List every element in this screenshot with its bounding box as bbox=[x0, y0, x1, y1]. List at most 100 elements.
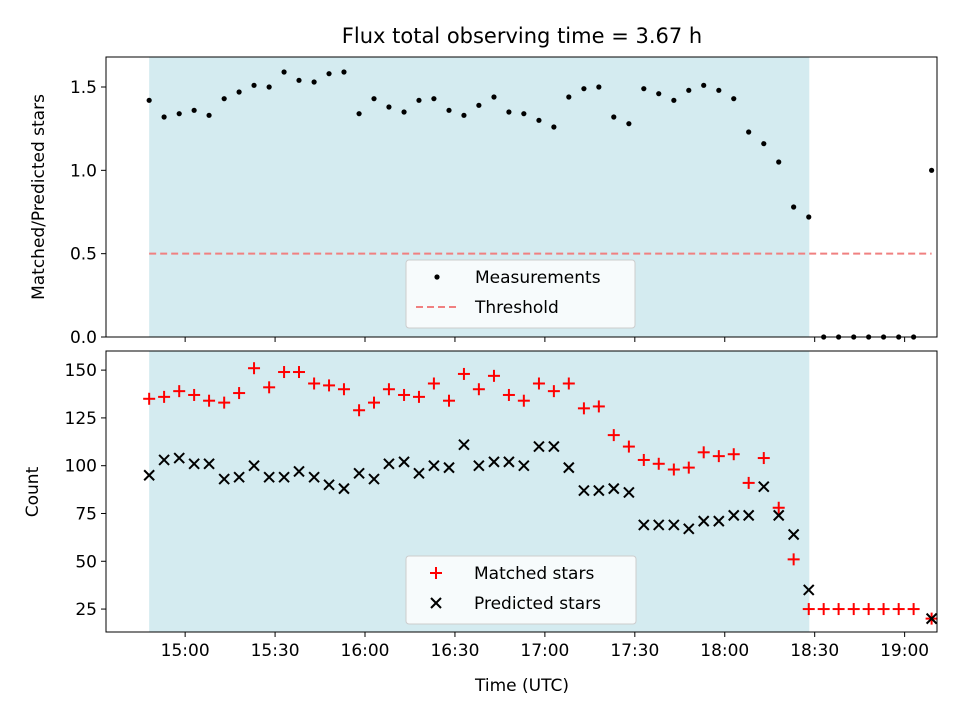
matched-star-point bbox=[398, 388, 411, 401]
x-axis-label: Time (UTC) bbox=[474, 676, 569, 696]
predicted-star-point bbox=[758, 481, 770, 493]
matched-star-point bbox=[682, 461, 695, 474]
matched-star-point bbox=[412, 390, 425, 403]
matched-star-point bbox=[892, 603, 905, 616]
matched-star-point bbox=[457, 367, 470, 380]
matched-star-point bbox=[817, 603, 830, 616]
matched-star-point bbox=[727, 448, 740, 461]
matched-star-point bbox=[577, 402, 590, 415]
matched-star-point bbox=[443, 394, 456, 407]
top-ylabel: Matched/Predicted stars bbox=[29, 94, 49, 300]
matched-star-point bbox=[293, 366, 306, 379]
predicted-star-point bbox=[368, 473, 380, 485]
legend-threshold-label: Threshold bbox=[474, 298, 559, 318]
measurement-point bbox=[221, 96, 227, 102]
measurement-point bbox=[491, 94, 497, 100]
measurement-point bbox=[461, 112, 467, 118]
matched-star-point bbox=[637, 453, 650, 466]
matched-star-point bbox=[427, 377, 440, 390]
matched-star-point bbox=[622, 440, 635, 453]
predicted-star-point bbox=[623, 486, 635, 499]
matched-star-point bbox=[323, 379, 336, 392]
bottom-ytick-label: 25 bbox=[75, 600, 97, 620]
predicted-star-point bbox=[925, 612, 938, 625]
predicted-star-point bbox=[593, 484, 605, 497]
measurement-point bbox=[671, 97, 677, 103]
legend-matched-label: Matched stars bbox=[474, 564, 594, 584]
measurement-point bbox=[551, 124, 557, 130]
matched-star-point bbox=[203, 394, 216, 407]
bottom-plot-frame bbox=[105, 350, 938, 633]
measurement-point bbox=[446, 107, 452, 113]
predicted-star-point bbox=[383, 458, 395, 470]
matched-star-point bbox=[772, 501, 785, 514]
measurement-point bbox=[761, 141, 767, 147]
measurement-point bbox=[581, 86, 587, 92]
measurement-point bbox=[356, 111, 362, 117]
matched-star-point bbox=[143, 392, 156, 405]
matched-star-point bbox=[382, 383, 395, 396]
predicted-star-point bbox=[308, 471, 320, 483]
predicted-star-point bbox=[473, 459, 485, 472]
matched-star-point bbox=[832, 603, 845, 616]
predicted-star-point bbox=[398, 456, 410, 468]
predicted-star-point bbox=[218, 473, 230, 485]
measurement-point bbox=[596, 84, 602, 90]
predicted-star-point bbox=[533, 440, 545, 453]
bottom-legend-box bbox=[405, 555, 637, 625]
measurement-point bbox=[236, 89, 242, 95]
matched-star-point bbox=[218, 396, 231, 409]
matched-star-point bbox=[787, 553, 800, 566]
top-legend: Measurements Threshold bbox=[405, 259, 636, 329]
top-ytick-label: 1.5 bbox=[70, 78, 97, 98]
measurement-point bbox=[341, 69, 347, 75]
figure-title: Flux total observing time = 3.67 h bbox=[342, 24, 702, 48]
top-ytick-label: 0.5 bbox=[70, 245, 97, 265]
predicted-star-point bbox=[518, 459, 530, 472]
matched-star-point bbox=[517, 394, 530, 407]
legend-matched-marker bbox=[430, 567, 442, 579]
matched-star-point bbox=[877, 603, 890, 616]
matched-star-point bbox=[607, 429, 620, 442]
predicted-star-point bbox=[293, 465, 305, 478]
x-tick-label: 17:00 bbox=[520, 641, 569, 661]
measurement-point bbox=[626, 121, 632, 127]
matched-star-point bbox=[188, 388, 201, 401]
measurement-point bbox=[656, 91, 662, 97]
measurement-point bbox=[716, 87, 722, 93]
matched-star-point bbox=[697, 446, 710, 459]
predicted-star-point bbox=[773, 509, 785, 522]
predicted-star-point bbox=[608, 482, 620, 495]
measurement-point bbox=[521, 111, 527, 117]
x-tick-label: 18:00 bbox=[700, 641, 749, 661]
measurement-point bbox=[476, 102, 482, 108]
measurement-point bbox=[266, 84, 272, 90]
top-legend-box bbox=[405, 259, 636, 329]
matched-star-point bbox=[308, 377, 321, 390]
predicted-star-point bbox=[488, 456, 500, 468]
matched-star-point bbox=[742, 476, 755, 489]
measurement-point bbox=[611, 114, 617, 120]
matched-star-point bbox=[158, 390, 171, 403]
legend-predicted-label: Predicted stars bbox=[474, 594, 601, 614]
matched-star-point bbox=[907, 603, 920, 616]
measurement-point bbox=[641, 86, 647, 92]
x-tick-label: 18:30 bbox=[790, 641, 839, 661]
bottom-ytick-label: 125 bbox=[65, 409, 97, 429]
bottom-ytick-label: 150 bbox=[65, 361, 97, 381]
measurement-point bbox=[401, 109, 407, 115]
measurement-point bbox=[146, 97, 152, 103]
predicted-star-point bbox=[323, 479, 335, 491]
predicted-star-point bbox=[787, 528, 800, 541]
measurement-point bbox=[536, 117, 542, 123]
predicted-star-point bbox=[158, 454, 170, 466]
x-tick-label: 19:00 bbox=[880, 641, 929, 661]
matched-star-point bbox=[353, 404, 366, 417]
measurement-point bbox=[746, 129, 752, 135]
matched-star-point bbox=[547, 385, 560, 398]
measurement-point bbox=[731, 96, 737, 102]
measurement-point bbox=[566, 94, 572, 100]
predicted-star-point bbox=[698, 515, 710, 527]
legend-predicted-marker bbox=[430, 597, 442, 609]
